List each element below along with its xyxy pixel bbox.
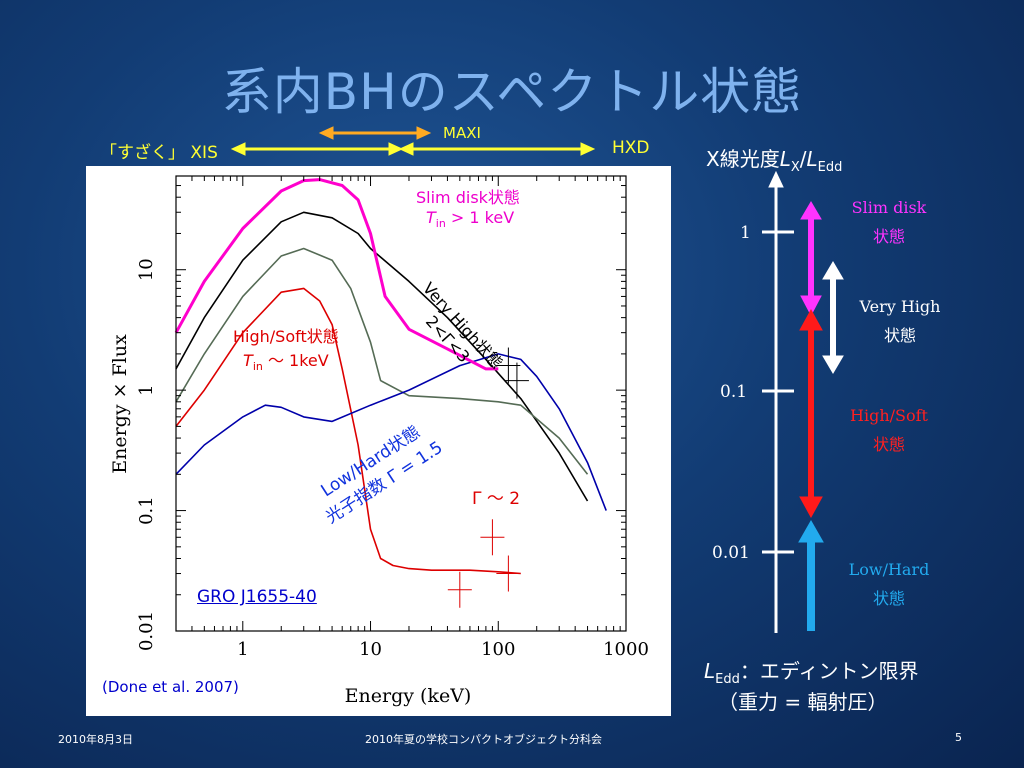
- series-3-line: [175, 353, 607, 511]
- source-name-label: GRO J1655-40: [197, 587, 317, 607]
- footer-event: 2010年夏の学校コンパクトオブジェクト分科会: [365, 733, 602, 746]
- lum-sub-x: X: [790, 160, 800, 175]
- hs-T-value: ～ 1keV: [262, 351, 329, 370]
- high-soft-range-arrow: [799, 308, 823, 519]
- y-tick-label-0: 0.01: [136, 611, 157, 651]
- x-axis-label: Energy (keV): [345, 685, 472, 707]
- hxd-label: HXD: [612, 138, 650, 158]
- state-slim-disk-1: Slim disk: [852, 198, 927, 217]
- x-tick-label-1: 10: [359, 639, 382, 660]
- state-low-hard-1: Low/Hard: [849, 560, 930, 579]
- slim-T-value: > 1 keV: [445, 208, 515, 227]
- plot-frame: [175, 175, 627, 632]
- maxi-range-arrow: [318, 126, 432, 140]
- luminosity-scale: 1 0.1 0.01 Slim disk 状態 Very High 状態 Hig…: [712, 170, 941, 633]
- series-0-line: [175, 211, 589, 502]
- series-1-line: [175, 247, 589, 475]
- y-tick-label-2: 1: [136, 384, 157, 395]
- y-axis-label: Energy × Flux: [109, 334, 131, 474]
- lum-sub-edd: Edd: [817, 160, 843, 175]
- high-soft-annotation: High/Soft状態 Tin ～ 1keV: [233, 323, 339, 373]
- eddington-definition: LEdd：エディントン限界: [704, 655, 918, 687]
- tick-label-0.01: 0.01: [712, 543, 750, 563]
- eddington-note: （重力 = 輻射圧）: [718, 690, 888, 714]
- state-high-soft-2: 状態: [873, 435, 905, 454]
- spectrum-plot-panel: 1 10 100 1000 0.01 0.1 1 10 Energy (keV) Energy…: [86, 166, 671, 716]
- lum-L: L: [779, 147, 791, 171]
- lum-heading-prefix: X線光度: [706, 147, 780, 171]
- tick-label-1: 1: [740, 223, 751, 243]
- x-tick-label-0: 1: [237, 639, 248, 660]
- maxi-label: MAXI: [443, 124, 481, 142]
- scale-axis: [768, 170, 784, 633]
- page-title: 系内BHのスペクトル状態: [221, 63, 803, 121]
- y-tick-label-3: 10: [136, 258, 157, 281]
- state-slim-disk-2: 状態: [873, 227, 905, 246]
- series-4-line: [174, 178, 499, 371]
- x-tick-label-3: 1000: [603, 639, 649, 660]
- footer-date: 2010年8月3日: [58, 733, 133, 746]
- very-high-range-arrow: [822, 261, 844, 374]
- xis-range-arrow: [230, 142, 404, 156]
- high-soft-title: High/Soft状態: [233, 327, 339, 346]
- slim-disk-title: Slim disk状態: [416, 188, 520, 207]
- hs-T: T: [243, 351, 253, 370]
- lum-L2: L: [806, 147, 818, 171]
- slim-disk-annotation: Slim disk状態 Tin > 1 keV: [416, 184, 520, 230]
- suzaku-xis-label: 「すざく」 XIS: [100, 143, 218, 163]
- ledd-text: ：エディントン限界: [739, 659, 919, 683]
- spectrum-chart: 1 10 100 1000 0.01 0.1 1 10 Energy (keV) Energy…: [109, 175, 649, 707]
- tick-label-0.1: 0.1: [720, 382, 747, 402]
- state-high-soft-1: High/Soft: [850, 406, 929, 425]
- x-tick-label-2: 100: [481, 639, 515, 660]
- slim-T: T: [426, 208, 436, 227]
- ledd-sub: Edd: [715, 672, 740, 687]
- state-low-hard-2: 状態: [873, 589, 905, 608]
- low-hard-range-arrow: [798, 519, 824, 631]
- series-2-line: [175, 287, 521, 575]
- hxd-range-arrow: [398, 142, 596, 156]
- footer-page-number: 5: [955, 731, 962, 744]
- hs-T-sub: in: [252, 360, 263, 374]
- luminosity-heading: X線光度LX/LEdd: [706, 143, 842, 175]
- state-very-high-1: Very High: [859, 297, 941, 316]
- lum-slash: /: [799, 147, 807, 171]
- slim-disk-range-arrow: [800, 201, 822, 317]
- citation-label: (Done et al. 2007): [102, 678, 239, 696]
- state-very-high-2: 状態: [884, 326, 916, 345]
- gamma-2-annotation: Γ ～ 2: [472, 489, 521, 509]
- y-tick-label-1: 0.1: [136, 496, 157, 525]
- slim-T-sub: in: [435, 217, 446, 231]
- ledd-L: L: [704, 659, 716, 683]
